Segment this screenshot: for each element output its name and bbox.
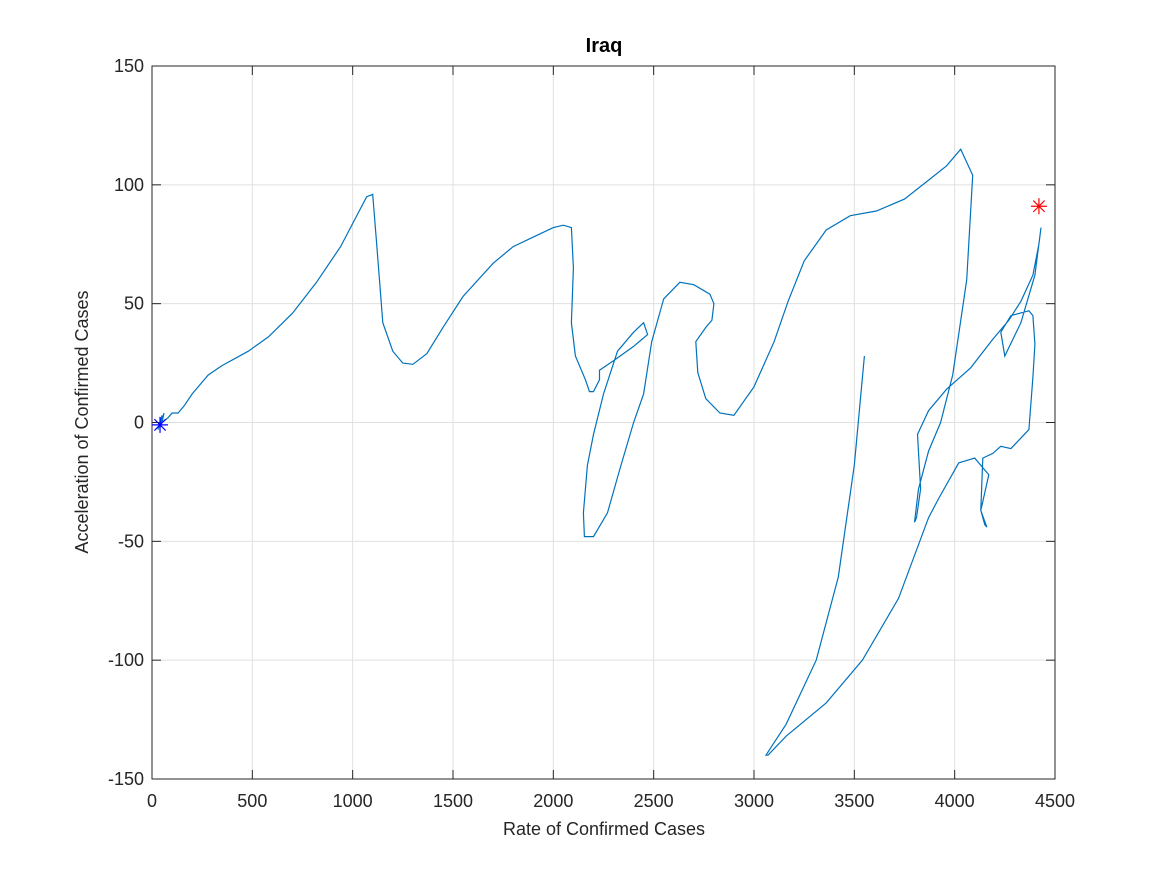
x-tick-label: 4500 [1035, 791, 1075, 811]
x-tick-label: 0 [147, 791, 157, 811]
x-tick-label: 2000 [533, 791, 573, 811]
x-tick-label: 500 [237, 791, 267, 811]
y-tick-label: -150 [108, 769, 144, 789]
x-axis-label: Rate of Confirmed Cases [503, 819, 705, 839]
y-tick-label: 50 [124, 294, 144, 314]
x-tick-label: 4000 [935, 791, 975, 811]
y-tick-label: -50 [118, 531, 144, 551]
x-tick-label: 1500 [433, 791, 473, 811]
x-tick-label: 2500 [634, 791, 674, 811]
axes-box [151, 65, 1056, 780]
x-tick-label: 3000 [734, 791, 774, 811]
x-tick-label: 3500 [834, 791, 874, 811]
marker [152, 416, 169, 433]
marker [1030, 198, 1047, 215]
y-tick-label: 150 [114, 56, 144, 76]
y-tick-label: 0 [134, 413, 144, 433]
chart-title: Iraq [586, 35, 623, 57]
y-tick-label: -100 [108, 650, 144, 670]
y-axis-label: Acceleration of Confirmed Cases [72, 290, 92, 553]
y-tick-label: 100 [114, 175, 144, 195]
data-line [157, 148, 1042, 756]
x-tick-label: 1000 [333, 791, 373, 811]
